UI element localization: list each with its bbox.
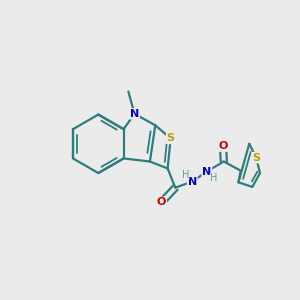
Text: S: S (167, 134, 175, 143)
Text: N: N (130, 109, 139, 119)
Text: N: N (188, 176, 197, 187)
Text: S: S (252, 153, 260, 163)
Text: H: H (182, 169, 189, 180)
Text: H: H (210, 173, 218, 184)
Text: O: O (218, 141, 228, 151)
Text: N: N (202, 167, 212, 176)
Text: O: O (157, 197, 166, 207)
